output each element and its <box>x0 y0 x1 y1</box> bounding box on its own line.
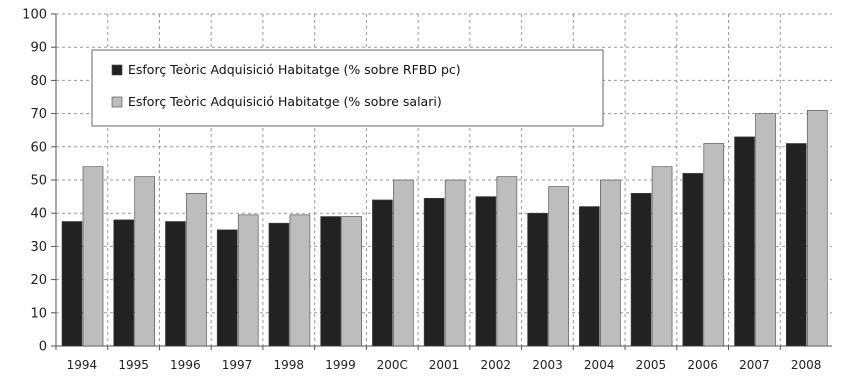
x-tick-label: 2004 <box>584 358 615 372</box>
x-tick-label: 2008 <box>791 358 822 372</box>
bar-series-1-1994 <box>61 221 83 347</box>
x-tick-label: 1994 <box>67 358 98 372</box>
legend-swatch-series-1 <box>111 64 123 76</box>
bar-series-2-2002 <box>496 176 518 347</box>
y-tick-label: 30 <box>30 240 47 255</box>
legend-swatch-series-2 <box>111 96 123 108</box>
y-tick-label: 60 <box>30 140 47 155</box>
y-tick-label: 100 <box>22 8 47 23</box>
bar-series-1-1997 <box>216 229 238 347</box>
legend-label-series-2: Esforç Teòric Adquisició Habitatge (% so… <box>128 94 442 109</box>
x-tick-label: 1997 <box>222 358 253 372</box>
bar-series-2-1996 <box>186 192 207 347</box>
bar-series-1-2008 <box>785 143 807 347</box>
x-tick-label: 2001 <box>429 358 460 372</box>
y-tick-label: 40 <box>30 207 47 222</box>
y-tick-label: 0 <box>39 340 47 355</box>
tick-labels: 0 10 20 30 40 50 60 70 80 90 100 1994 1995 1996 1997 19… <box>22 8 821 373</box>
bar-series-1-2002 <box>475 196 497 347</box>
bar-series-2-2003 <box>548 186 569 347</box>
bar-series-1-2000 <box>372 199 393 347</box>
y-tick-label: 80 <box>30 74 47 89</box>
bar-series-2-2006 <box>703 143 725 347</box>
legend-label-series-1: Esforç Teòric Adquisició Habitatge (% so… <box>128 62 461 77</box>
x-tick-label: 2007 <box>739 358 770 372</box>
x-tick-label: 200C <box>377 358 408 372</box>
bar-series-1-1999 <box>320 216 341 347</box>
bar-series-2-1998 <box>289 214 311 347</box>
bars <box>61 109 828 347</box>
bar-series-2-2004 <box>600 179 621 347</box>
x-tick-label: 2006 <box>687 358 718 372</box>
bar-series-1-1998 <box>268 222 290 347</box>
bar-series-2-2008 <box>806 109 828 347</box>
bar-series-1-2003 <box>527 212 548 347</box>
x-tick-label: 1999 <box>325 358 356 372</box>
legend: Esforç Teòric Adquisició Habitatge (% so… <box>91 49 604 127</box>
x-tick-label: 2005 <box>636 358 667 372</box>
bar-series-1-2006 <box>682 173 704 347</box>
bar-series-1-2005 <box>630 192 652 347</box>
bar-series-2-1995 <box>134 176 156 347</box>
bar-series-2-1999 <box>341 216 362 347</box>
x-tick-label: 2003 <box>532 358 563 372</box>
bar-series-1-2001 <box>423 197 445 347</box>
bar-series-1-2007 <box>734 136 755 347</box>
x-tick-label: 1995 <box>118 358 149 372</box>
bar-series-1-2004 <box>579 206 600 347</box>
bar-series-1-1995 <box>113 219 135 347</box>
bar-series-2-2000 <box>393 179 414 347</box>
bar-series-2-2007 <box>755 113 776 347</box>
bar-series-2-2005 <box>651 166 673 347</box>
y-tick-label: 90 <box>30 41 47 56</box>
bar-series-2-1997 <box>237 214 259 347</box>
legend-box <box>91 49 604 127</box>
x-tick-label: 1998 <box>274 358 305 372</box>
y-tick-label: 20 <box>30 273 47 288</box>
y-tick-label: 50 <box>30 174 47 189</box>
bar-series-2-1994 <box>82 166 104 347</box>
bar-series-1-1996 <box>165 221 186 347</box>
y-tick-label: 70 <box>30 107 47 122</box>
x-tick-label: 2002 <box>480 358 511 372</box>
bar-series-2-2001 <box>444 179 466 347</box>
x-tick-label: 1996 <box>170 358 201 372</box>
y-tick-label: 10 <box>30 306 47 321</box>
